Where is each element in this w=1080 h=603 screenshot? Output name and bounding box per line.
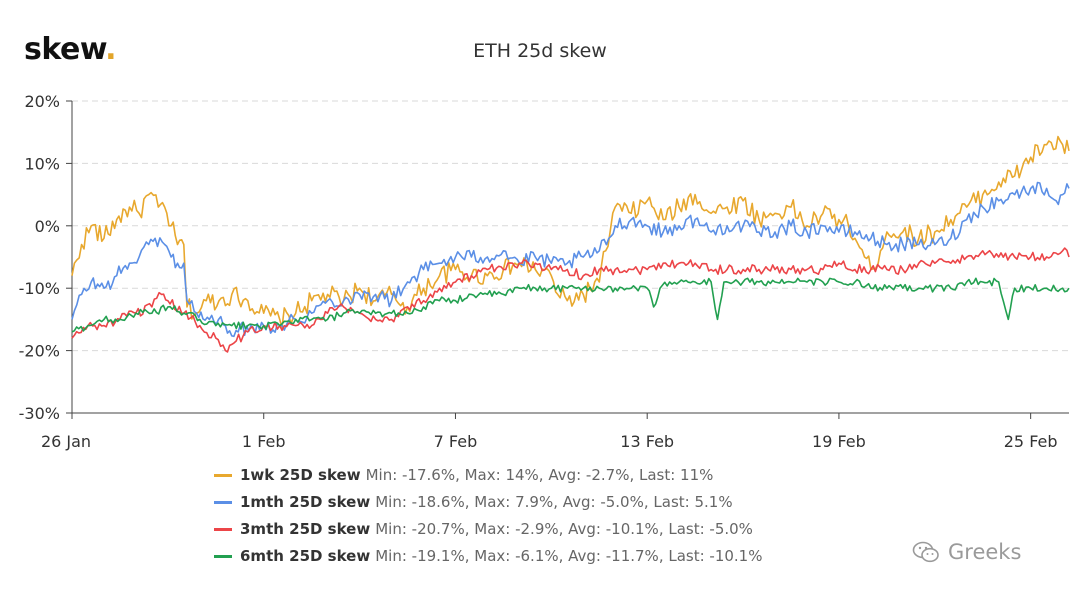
legend-item[interactable]: 1wk 25D skew Min: -17.6%, Max: 14%, Avg: … [214, 462, 762, 489]
y-tick-label: -10% [19, 279, 60, 298]
y-tick-label: 0% [35, 217, 60, 236]
legend-item[interactable]: 1mth 25D skew Min: -18.6%, Max: 7.9%, Avg… [214, 489, 762, 516]
chart-plot: 20% 10% 0% -10% -20% -30% 26 Jan 1 Feb 7 Feb 13 F… [19, 92, 1070, 451]
y-tick-label: -30% [19, 404, 60, 423]
legend-swatch [214, 528, 232, 531]
legend: 1wk 25D skew Min: -17.6%, Max: 14%, Avg: … [214, 462, 762, 570]
y-tick-label: 10% [24, 154, 60, 173]
wechat-icon [912, 541, 939, 563]
skew-logo: skew. [24, 32, 117, 67]
legend-swatch [214, 555, 232, 558]
watermark-text: Greeks [948, 540, 1022, 564]
legend-series-name: 6mth 25D skew [240, 547, 371, 565]
watermark: Greeks [912, 540, 1021, 564]
axes: 20% 10% 0% -10% -20% -30% 26 Jan 1 Feb 7 Feb 13 F… [19, 92, 1069, 451]
logo-dot: . [105, 32, 117, 67]
legend-swatch [214, 474, 232, 477]
y-tick-label: 20% [24, 92, 60, 111]
legend-series-stats: Min: -17.6%, Max: 14%, Avg: -2.7%, Last:… [365, 466, 714, 484]
legend-item[interactable]: 6mth 25D skew Min: -19.1%, Max: -6.1%, Av… [214, 543, 762, 570]
x-tick-label: 13 Feb [620, 432, 674, 451]
legend-series-stats: Min: -18.6%, Max: 7.9%, Avg: -5.0%, Last… [375, 493, 733, 511]
logo-text: skew [24, 32, 106, 67]
series-lines [71, 135, 1070, 353]
x-tick-label: 19 Feb [812, 432, 866, 451]
legend-swatch [214, 501, 232, 504]
y-tick-label: -20% [19, 342, 60, 361]
grid-lines [72, 100, 1069, 352]
x-tick-label: 1 Feb [242, 432, 286, 451]
legend-series-name: 1mth 25D skew [240, 493, 371, 511]
chart-title: ETH 25d skew [473, 40, 607, 62]
x-tick-label: 25 Feb [1004, 432, 1058, 451]
x-tick-label: 7 Feb [434, 432, 478, 451]
series-line-3 [71, 277, 1070, 333]
legend-series-name: 1wk 25D skew [240, 466, 361, 484]
legend-series-stats: Min: -19.1%, Max: -6.1%, Avg: -11.7%, La… [375, 547, 763, 565]
series-line-0 [71, 135, 1070, 329]
legend-series-stats: Min: -20.7%, Max: -2.9%, Avg: -10.1%, La… [375, 520, 753, 538]
series-line-2 [71, 247, 1070, 353]
series-line-1 [71, 181, 1070, 338]
x-tick-label: 26 Jan [41, 432, 91, 451]
legend-series-name: 3mth 25D skew [240, 520, 371, 538]
legend-item[interactable]: 3mth 25D skew Min: -20.7%, Max: -2.9%, Av… [214, 516, 762, 543]
